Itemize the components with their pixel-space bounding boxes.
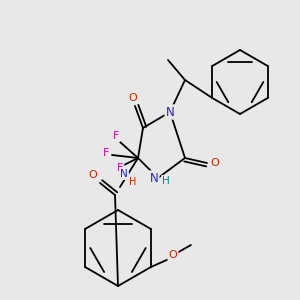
Text: H: H [129, 177, 137, 187]
Text: F: F [113, 131, 119, 141]
Text: O: O [169, 250, 177, 260]
Text: F: F [117, 163, 123, 173]
Text: N: N [150, 172, 158, 184]
Text: F: F [103, 148, 109, 158]
Text: H: H [162, 176, 170, 186]
Text: N: N [120, 169, 128, 179]
Text: O: O [211, 158, 219, 168]
Text: N: N [166, 106, 174, 118]
Text: O: O [88, 170, 98, 180]
Text: O: O [129, 93, 137, 103]
